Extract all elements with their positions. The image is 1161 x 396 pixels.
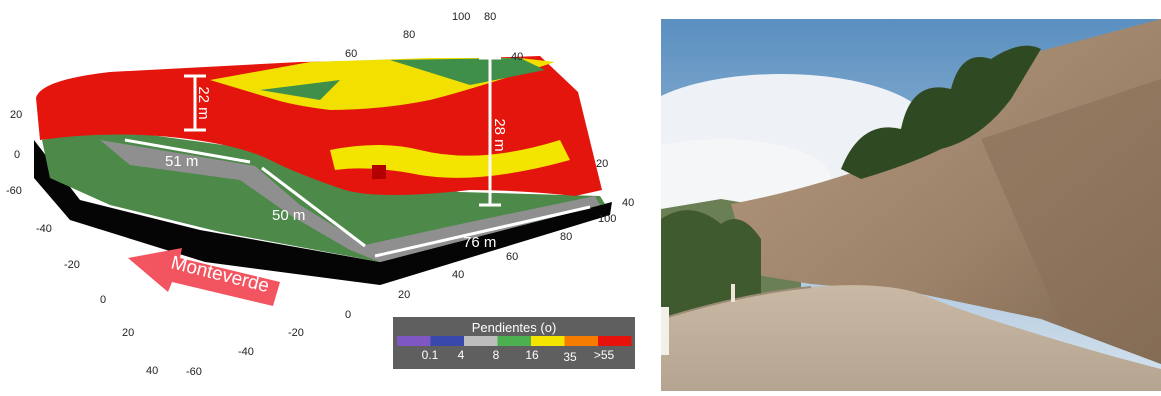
tick-back-3: 60 xyxy=(345,48,357,60)
tick-front-bottom-9: 100 xyxy=(598,213,616,225)
road-surface xyxy=(100,140,600,262)
measure-line-50 xyxy=(261,166,366,248)
tick-front-bottom-7: 60 xyxy=(506,251,518,263)
photo-road xyxy=(661,285,1161,391)
terrain-3d-model: 22 m 28 m 51 m 50 m 76 m Monteverde 100 … xyxy=(6,11,635,378)
measure-label-51: 51 m xyxy=(165,153,198,170)
tick-front-left-1: -40 xyxy=(36,223,52,235)
slope-band-yellow xyxy=(330,140,570,178)
legend-swatch-1 xyxy=(397,336,431,346)
tick-left-1: 20 xyxy=(10,109,22,121)
structure-marker xyxy=(372,165,386,179)
terrain-3d-canvas: 22 m 28 m 51 m 50 m 76 m Monteverde 100 … xyxy=(6,11,635,378)
tick-front-left-2: -20 xyxy=(64,259,80,271)
tick-back-2: 80 xyxy=(403,29,415,41)
legend-label-4: 16 xyxy=(525,348,539,362)
tick-front-bottom-8: 80 xyxy=(560,231,572,243)
photo-left-vegetation xyxy=(661,210,761,319)
tick-front-left-4: 20 xyxy=(122,327,134,339)
tick-back-4: 80 xyxy=(484,11,496,23)
measure-line-76 xyxy=(374,205,591,258)
tick-front-left-5: 40 xyxy=(146,365,158,377)
legend-label-5: 35 xyxy=(563,350,577,364)
legend-label-6: >55 xyxy=(594,348,615,362)
tick-left-2: 0 xyxy=(14,149,20,161)
legend-swatch-4 xyxy=(497,336,531,346)
tick-front-bottom-2: -40 xyxy=(238,346,254,358)
legend-swatch-3 xyxy=(464,336,498,346)
legend-swatch-7 xyxy=(598,336,632,346)
tick-front-left-3: 0 xyxy=(100,294,106,306)
legend-swatches xyxy=(397,336,632,346)
legend-title: Pendientes (o) xyxy=(472,320,557,335)
photo-cliff-shadow xyxy=(981,79,1161,364)
legend-swatch-5 xyxy=(531,336,565,346)
photo-trees xyxy=(841,45,1041,180)
tick-front-bottom-5: 20 xyxy=(398,289,410,301)
legend-label-1: 0.1 xyxy=(422,348,439,362)
plateau-green-patch xyxy=(390,58,545,85)
legend-label-3: 8 xyxy=(493,348,500,362)
measure-label-22: 22 m xyxy=(195,86,212,119)
slope-legend: Pendientes (o) 0.1 4 8 16 35 >55 xyxy=(393,317,635,369)
road-photo xyxy=(661,19,1161,391)
photo-person-distant xyxy=(731,284,735,302)
tick-back-5: 40 xyxy=(511,51,523,63)
tick-front-bottom-6: 40 xyxy=(452,269,464,281)
legend-label-2: 4 xyxy=(458,348,465,362)
tick-right-1: 20 xyxy=(596,158,608,170)
tick-left-3: -60 xyxy=(6,185,22,197)
measure-line-51 xyxy=(124,138,251,164)
tick-right-2: 40 xyxy=(622,197,634,209)
measure-label-28: 28 m xyxy=(491,118,508,151)
road-photo-canvas xyxy=(661,19,1161,391)
legend-swatch-2 xyxy=(430,336,464,346)
measure-label-76: 76 m xyxy=(463,234,496,251)
tick-front-bottom-1: -60 xyxy=(186,366,202,378)
measure-label-50: 50 m xyxy=(272,207,305,224)
photo-person xyxy=(661,307,669,355)
tick-front-bottom-3: -20 xyxy=(288,327,304,339)
photo-road-edge xyxy=(661,286,812,320)
tick-front-bottom-4: 0 xyxy=(345,309,351,321)
direction-arrow xyxy=(128,248,280,306)
plateau-green-strip xyxy=(260,80,340,100)
tick-back-1: 100 xyxy=(452,11,470,23)
legend-swatch-6 xyxy=(564,336,598,346)
